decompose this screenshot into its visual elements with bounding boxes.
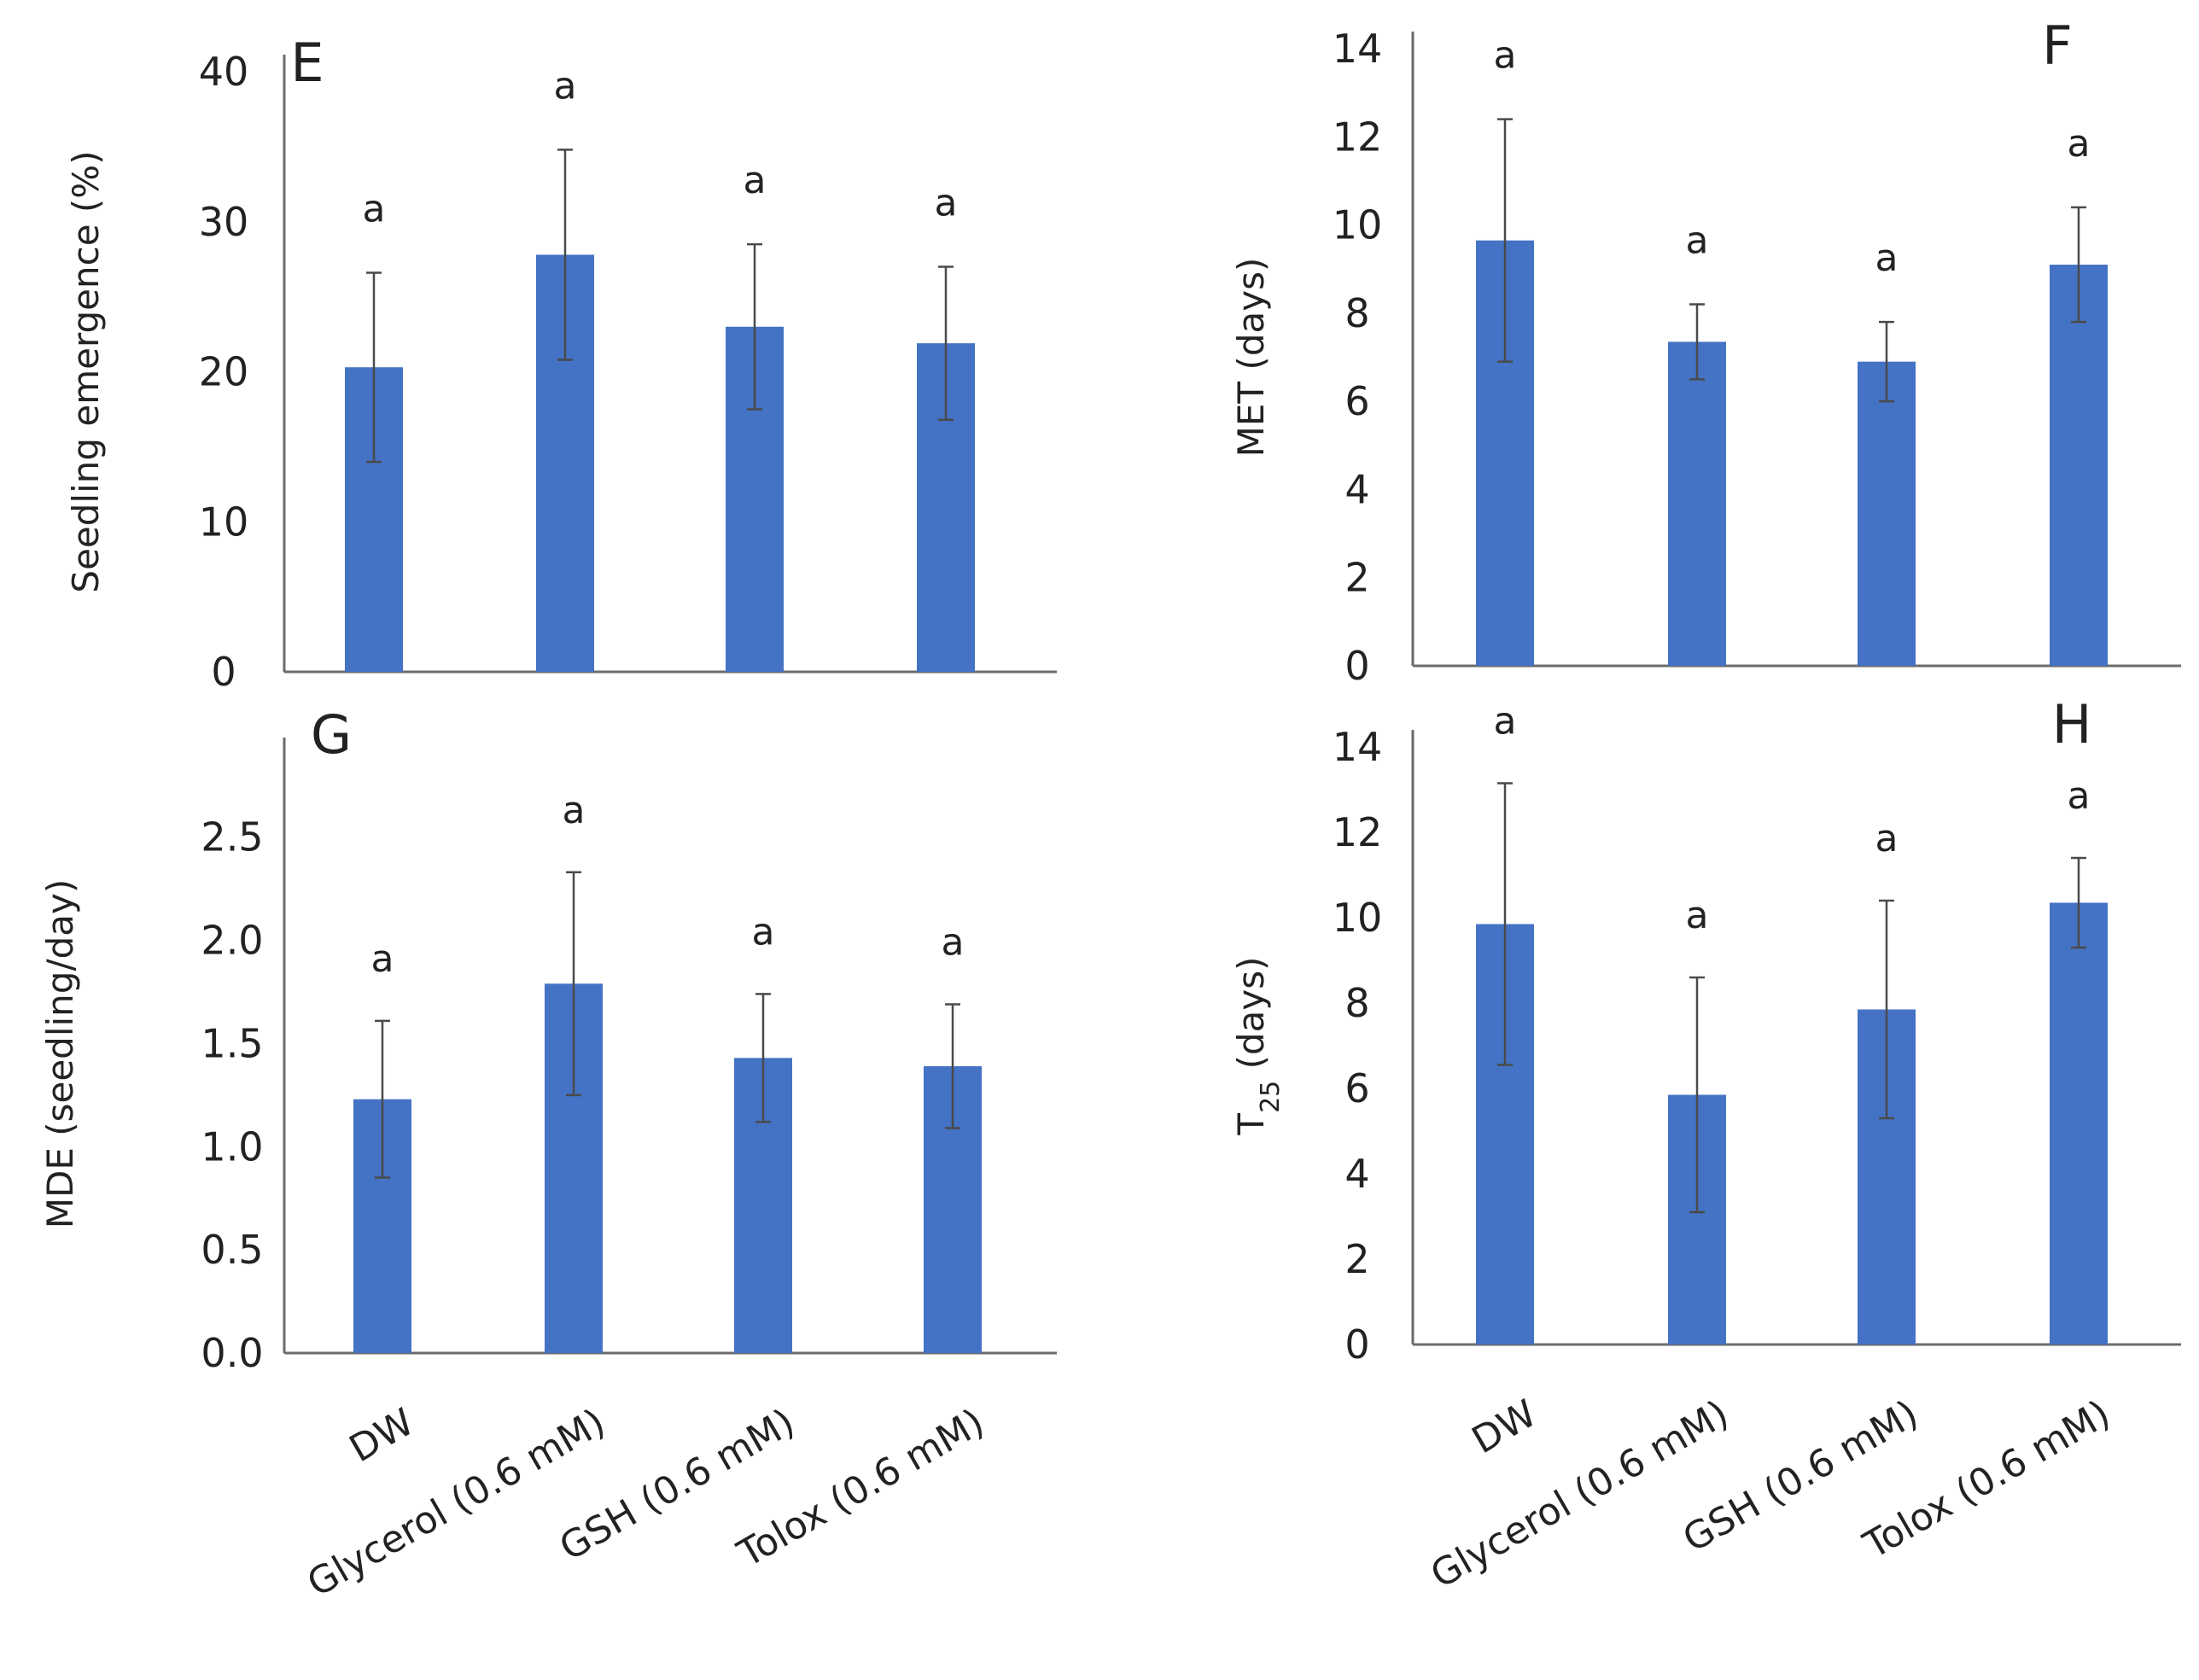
error-bar [366,271,382,464]
x-tick-label: DW [1465,1391,1544,1462]
y-tick-label: 10 [1333,202,1383,248]
y-tick-label: 6 [1344,378,1369,424]
y-tick-label: 2.0 [201,918,263,964]
y-tick-label: 20 [199,349,249,395]
error-bar [375,1019,390,1179]
y-tick-label: 8 [1344,290,1369,336]
y-tick-label: 6 [1344,1065,1369,1111]
y-tick-label: 10 [1333,895,1383,941]
y-tick-label: 12 [1333,809,1383,855]
panel-label: G [311,703,352,766]
significance-letter: a [2068,122,2091,166]
significance-letter: a [554,64,577,108]
panel-label: F [2042,15,2073,77]
y-tick-label: 8 [1344,980,1369,1026]
y-tick-label: 40 [199,49,249,95]
panel-label: E [290,32,324,94]
significance-letter: a [1494,34,1517,78]
y-tick-label: 0.5 [201,1227,263,1273]
panel-f: 0 2 4 6 8 10 12 14 MET (days) a a a a F [1230,15,2181,689]
y-tick-label: 12 [1333,114,1383,160]
significance-letter: a [935,181,958,225]
y-tick-label: 14 [1333,724,1383,770]
y-tick-label: 30 [199,199,249,245]
y-tick-label: 10 [199,499,249,545]
significance-letter: a [752,910,775,954]
significance-letter: a [2068,774,2091,818]
error-bar [557,149,573,361]
y-tick-label: 14 [1333,26,1383,72]
y-tick-label: 0.0 [201,1330,263,1376]
bar-h-3 [2050,902,2108,1345]
error-bar [2071,206,2086,324]
x-tick-label: DW [342,1400,422,1471]
significance-letter: a [1686,894,1709,937]
significance-letter: a [363,188,386,231]
y-tick-label: 4 [1344,1151,1369,1197]
significance-letter: a [1494,700,1517,744]
significance-letter: a [942,920,965,964]
significance-letter: a [1875,236,1899,280]
y-tick-label: 1.5 [201,1020,263,1066]
y-axis-label: MET (days) [1230,258,1272,458]
error-bar [2071,856,2086,949]
bar-f-3 [2050,265,2108,666]
significance-letter: a [744,159,767,202]
error-bar [1689,976,1705,1214]
y-tick-label: 2.5 [201,814,263,860]
y-tick-label: 2 [1344,555,1369,601]
error-bar [1689,303,1705,381]
y-tick-label: 0 [1344,1321,1369,1368]
y-tick-label: 1.0 [201,1123,263,1170]
y-axis-label: Seedling emergence (%) [65,150,107,592]
error-bar [566,871,581,1097]
bar-f-1 [1668,341,1726,666]
error-bar [747,242,762,411]
significance-letter: a [371,937,394,981]
error-bar [938,265,954,421]
error-bar [1497,782,1513,1066]
significance-letter: a [563,789,586,832]
bar-f-2 [1858,361,1916,666]
y-tick-label: 2 [1344,1236,1369,1282]
significance-letter: a [1875,817,1899,860]
error-bar [1879,899,1894,1120]
y-tick-label: 0 [1344,643,1369,689]
y-axis-label: MDE (seedling/day) [39,879,81,1228]
y-tick-label: 0 [211,649,236,695]
panel-e: 0 10 20 30 40 Seedling emergence (%) a a a a E [65,32,1057,695]
significance-letter: a [1686,219,1709,263]
error-bar [945,1003,960,1129]
panel-label: H [2052,693,2092,755]
y-axis-label: T25 (days) [1230,956,1286,1135]
error-bar [1879,320,1894,403]
panel-g: 0.0 0.5 1.0 1.5 2.0 2.5 MDE (seedling/day) a DW a… [39,703,1057,1606]
y-tick-label: 4 [1344,466,1369,512]
error-bar [1497,118,1513,363]
error-bar [755,993,771,1123]
